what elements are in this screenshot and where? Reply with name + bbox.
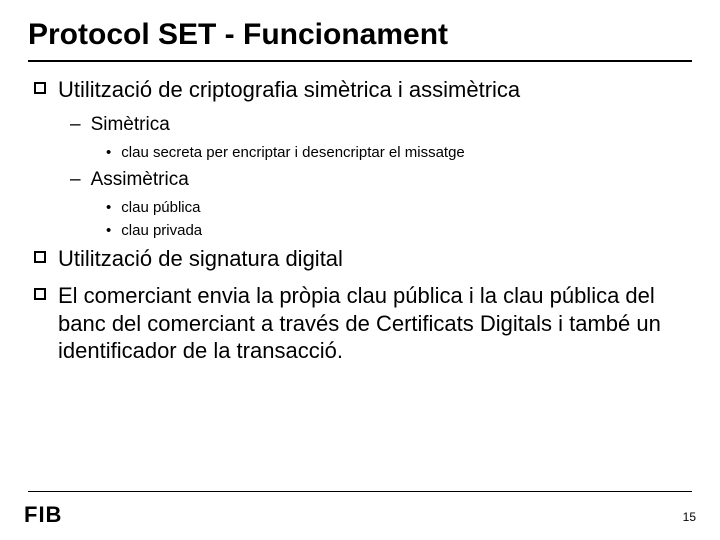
- subitem-text: Simètrica: [91, 114, 170, 136]
- subsubitem-text: clau secreta per encriptar i desencripta…: [121, 144, 465, 161]
- subitem-simetrica: – Simètrica: [70, 114, 692, 136]
- subsubitem-clau-secreta: • clau secreta per encriptar i desencrip…: [106, 144, 692, 161]
- square-bullet-icon: [34, 251, 46, 263]
- dot-icon: •: [106, 222, 111, 239]
- dash-icon: –: [70, 169, 81, 191]
- bullet-item-1: Utilització de criptografia simètrica i …: [34, 76, 692, 104]
- page-number: 15: [683, 510, 696, 524]
- bullet-item-2: Utilització de signatura digital: [34, 245, 692, 273]
- bullet-text: Utilització de signatura digital: [58, 245, 692, 273]
- content-area: Utilització de criptografia simètrica i …: [28, 62, 692, 365]
- subsubitem-text: clau privada: [121, 222, 202, 239]
- square-bullet-icon: [34, 288, 46, 300]
- slide-title: Protocol SET - Funcionament: [28, 18, 692, 58]
- subsubitem-text: clau pública: [121, 199, 200, 216]
- fib-logo: FIB: [24, 502, 62, 528]
- dot-icon: •: [106, 199, 111, 216]
- bullet-text: El comerciant envia la pròpia clau públi…: [58, 282, 692, 365]
- subsubitem-clau-privada: • clau privada: [106, 222, 692, 239]
- subitem-assimetrica: – Assimètrica: [70, 169, 692, 191]
- dot-icon: •: [106, 144, 111, 161]
- slide: Protocol SET - Funcionament Utilització …: [0, 0, 720, 540]
- footer-rule: [28, 491, 692, 492]
- square-bullet-icon: [34, 82, 46, 94]
- dash-icon: –: [70, 114, 81, 136]
- subitem-text: Assimètrica: [91, 169, 189, 191]
- bullet-text: Utilització de criptografia simètrica i …: [58, 76, 692, 104]
- bullet-item-3: El comerciant envia la pròpia clau públi…: [34, 282, 692, 365]
- subsubitem-clau-publica: • clau pública: [106, 199, 692, 216]
